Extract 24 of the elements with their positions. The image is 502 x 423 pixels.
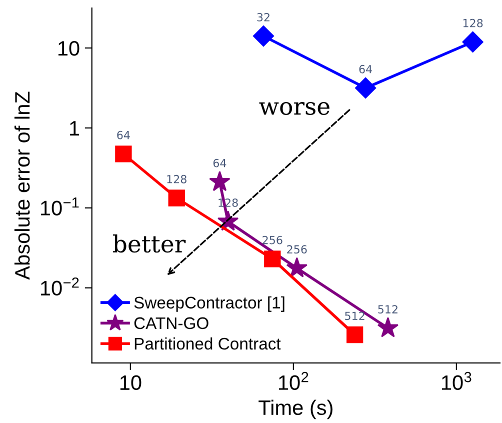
y-axis-title: Absolute error of lnZ	[14, 92, 30, 280]
annotation: worse	[259, 102, 330, 115]
annotation: 512	[378, 305, 398, 314]
x-tick-label: 10$^{3}$	[442, 372, 472, 390]
legend-label: CATN-GO	[134, 317, 208, 330]
y-tick-label: 10$^{−2}$	[41, 277, 79, 296]
annotation: 64	[117, 130, 130, 140]
annotation: 128	[463, 18, 483, 28]
y-tick-label: 10	[58, 40, 80, 56]
annotation: 256	[287, 245, 307, 254]
annotation: 64	[213, 158, 226, 168]
x-tick-label: 10$^{2}$	[278, 372, 308, 390]
annotation: better	[113, 234, 186, 253]
legend-label: SweepContractor [1]	[134, 296, 284, 312]
annotation: 256	[262, 236, 282, 244]
x-axis-title: Time (s)	[258, 400, 332, 420]
annotation: 64	[359, 64, 372, 74]
x-tick-label: 10	[120, 375, 142, 390]
annotation: 512	[345, 312, 364, 320]
legend-label: Partitioned Contract	[134, 337, 281, 350]
y-tick-label: 10$^{−1}$	[41, 198, 79, 216]
annotation: 32	[257, 13, 270, 22]
y-tick-label: 1	[70, 121, 80, 136]
annotation: 128	[167, 174, 186, 184]
